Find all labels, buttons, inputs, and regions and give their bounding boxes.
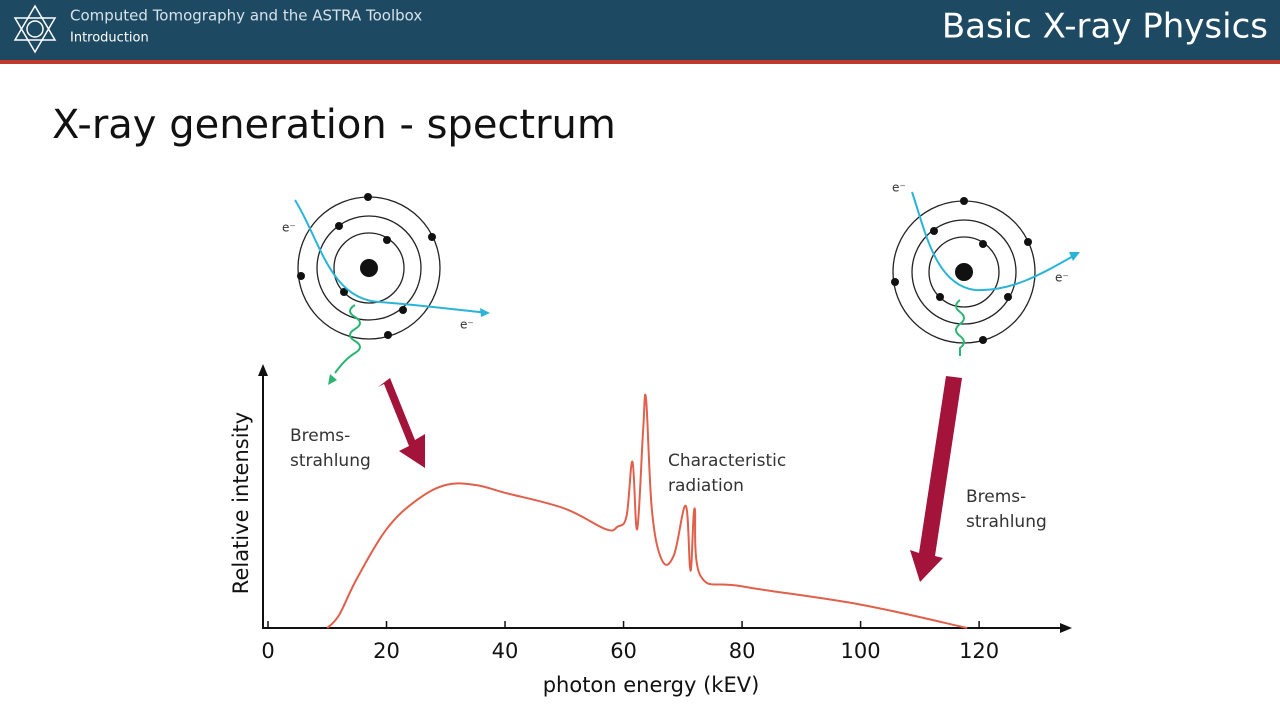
slide-title: X-ray generation - spectrum — [52, 102, 616, 148]
electron-label: e⁻ — [1055, 271, 1069, 285]
section-title: Introduction — [70, 31, 149, 46]
annotation: Brems- — [290, 426, 350, 446]
x-tick-label: 40 — [492, 639, 519, 663]
y-axis-arrow — [258, 364, 268, 376]
course-title: Computed Tomography and the ASTRA Toolbo… — [70, 7, 422, 25]
x-tick-label: 20 — [373, 639, 400, 663]
x-tick-label: 100 — [841, 639, 881, 663]
x-tick-label: 80 — [729, 639, 756, 663]
annotation: Brems- — [966, 487, 1026, 507]
x-tick-label: 120 — [959, 639, 999, 663]
y-axis-label: Relative intensity — [229, 412, 253, 594]
atom-left: e⁻ e⁻ — [282, 193, 490, 385]
spectrum-line — [326, 393, 968, 629]
header-rule — [0, 60, 1280, 64]
electron-label: e⁻ — [282, 221, 296, 235]
annotation: radiation — [668, 476, 744, 496]
electron-label: e⁻ — [460, 318, 474, 332]
x-tick-label: 0 — [261, 639, 274, 663]
x-axis-arrow — [1060, 623, 1072, 633]
annotation: Characteristic — [668, 451, 786, 471]
pointer-arrow — [378, 376, 962, 582]
atom-right: e⁻ e⁻ — [891, 181, 1080, 356]
electron-label: e⁻ — [892, 181, 906, 195]
annotation: strahlung — [290, 451, 371, 471]
header-bar — [0, 0, 1280, 60]
x-axis-label: photon energy (kEV) — [543, 673, 760, 697]
annotation: strahlung — [966, 512, 1047, 532]
x-tick-label: 60 — [610, 639, 637, 663]
logo — [13, 4, 57, 54]
topic-title: Basic X-ray Physics — [942, 7, 1268, 47]
